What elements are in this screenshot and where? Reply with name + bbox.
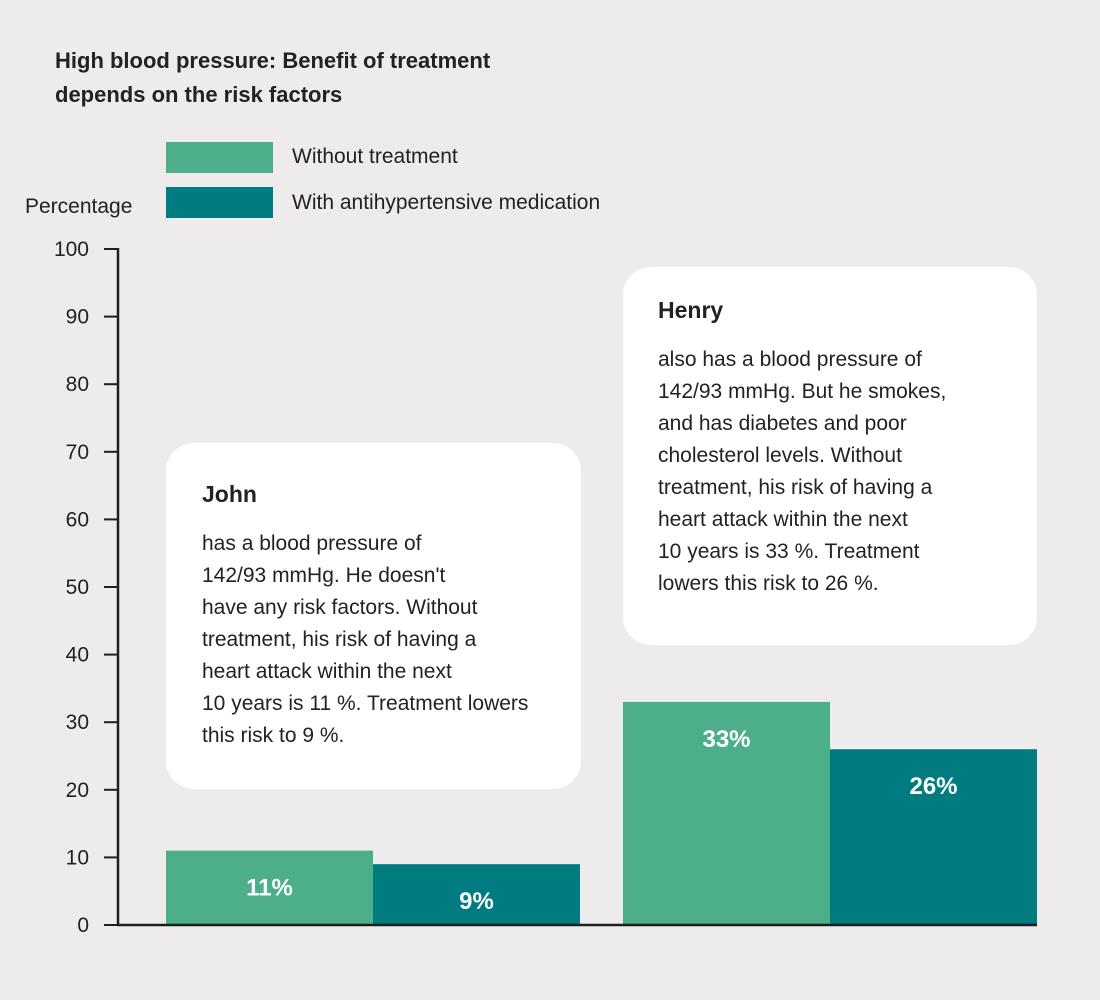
callout-john: John has a blood pressure of 142/93 mmHg… bbox=[166, 443, 581, 789]
y-tick-label: 90 bbox=[66, 306, 89, 329]
callout-henry-line: and has diabetes and poor bbox=[658, 412, 907, 435]
y-axis-label: Percentage bbox=[25, 195, 132, 218]
legend-swatch-with-medication bbox=[166, 187, 273, 218]
bar-john-with-medication bbox=[373, 864, 580, 925]
bar-value-label: 26% bbox=[909, 773, 957, 800]
bar-henry-with-medication bbox=[830, 749, 1037, 925]
callout-henry-line: treatment, his risk of having a bbox=[658, 476, 933, 499]
bar-john-without-treatment bbox=[166, 850, 373, 925]
y-tick-label: 100 bbox=[54, 238, 89, 261]
callout-john-line: 10 years is 11 %. Treatment lowers bbox=[202, 692, 529, 715]
callout-henry-line: cholesterol levels. Without bbox=[658, 444, 902, 467]
callout-henry-line: lowers this risk to 26 %. bbox=[658, 572, 879, 595]
y-tick-label: 10 bbox=[66, 846, 89, 869]
bars: 11% 9% 33% 26% bbox=[166, 701, 1037, 925]
bar-value-label: 9% bbox=[459, 888, 494, 915]
legend-swatch-without-treatment bbox=[166, 142, 273, 173]
callout-henry-line: 10 years is 33 %. Treatment bbox=[658, 540, 920, 563]
y-axis-ticks: 0 10 20 30 40 50 60 70 80 90 100 bbox=[54, 238, 118, 937]
y-tick-label: 40 bbox=[66, 644, 89, 667]
chart-title-line-1: High blood pressure: Benefit of treatmen… bbox=[55, 48, 491, 73]
callout-john-line: has a blood pressure of bbox=[202, 532, 422, 555]
callout-john-line: heart attack within the next bbox=[202, 660, 452, 683]
y-tick-label: 50 bbox=[66, 576, 89, 599]
chart-title-line-2: depends on the risk factors bbox=[55, 82, 342, 107]
callout-henry-description: also has a blood pressure of 142/93 mmHg… bbox=[658, 344, 1007, 600]
bar-value-label: 11% bbox=[246, 875, 293, 902]
callout-henry-line: also has a blood pressure of bbox=[658, 348, 922, 371]
callout-john-line: treatment, his risk of having a bbox=[202, 628, 477, 651]
y-tick-label: 80 bbox=[66, 373, 89, 396]
callout-john-name: John bbox=[202, 481, 257, 507]
callout-henry-line: 142/93 mmHg. But he smokes, bbox=[658, 380, 947, 403]
callout-henry: Henry also has a blood pressure of 142/9… bbox=[623, 267, 1037, 645]
callout-john-line: have any risk factors. Without bbox=[202, 596, 478, 619]
callout-henry-line: heart attack within the next bbox=[658, 508, 908, 531]
callout-john-description: has a blood pressure of 142/93 mmHg. He … bbox=[202, 528, 551, 752]
y-tick-label: 30 bbox=[66, 711, 89, 734]
y-tick-label: 70 bbox=[66, 441, 89, 464]
callout-john-line: 142/93 mmHg. He doesn't bbox=[202, 564, 446, 587]
callout-john-line: this risk to 9 %. bbox=[202, 724, 345, 747]
bar-henry-without-treatment bbox=[623, 701, 830, 925]
legend-label-without-treatment: Without treatment bbox=[292, 145, 458, 168]
legend-label-with-medication: With antihypertensive medication bbox=[292, 191, 600, 214]
bar-value-label: 33% bbox=[702, 726, 750, 753]
y-tick-label: 60 bbox=[66, 508, 89, 531]
y-tick-label: 0 bbox=[77, 914, 89, 937]
callout-henry-name: Henry bbox=[658, 297, 724, 323]
y-tick-label: 20 bbox=[66, 779, 89, 802]
